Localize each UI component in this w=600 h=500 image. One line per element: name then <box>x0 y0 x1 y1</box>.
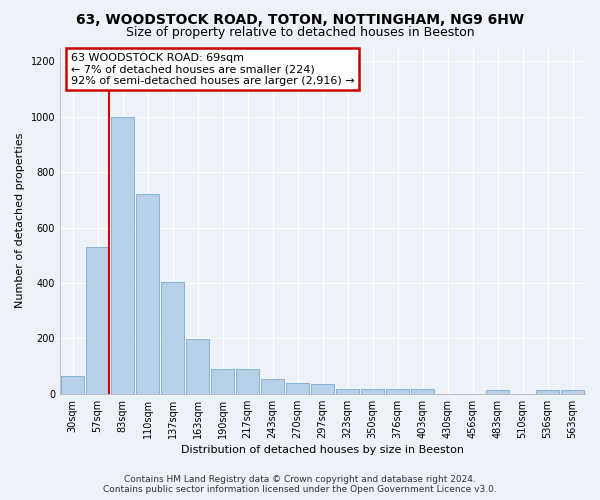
Bar <box>286 384 309 394</box>
Bar <box>111 117 134 394</box>
Bar <box>61 376 84 394</box>
Bar <box>336 389 359 394</box>
Bar <box>561 390 584 394</box>
Bar <box>86 247 109 394</box>
Bar <box>161 282 184 394</box>
Text: Size of property relative to detached houses in Beeston: Size of property relative to detached ho… <box>125 26 475 39</box>
Bar <box>186 339 209 394</box>
Text: 63, WOODSTOCK ROAD, TOTON, NOTTINGHAM, NG9 6HW: 63, WOODSTOCK ROAD, TOTON, NOTTINGHAM, N… <box>76 12 524 26</box>
Bar <box>386 389 409 394</box>
Bar <box>136 194 159 394</box>
Bar <box>261 378 284 394</box>
Bar <box>236 370 259 394</box>
Text: Contains HM Land Registry data © Crown copyright and database right 2024.
Contai: Contains HM Land Registry data © Crown c… <box>103 474 497 494</box>
Bar <box>486 390 509 394</box>
Bar <box>361 389 384 394</box>
Bar <box>411 389 434 394</box>
Bar <box>536 390 559 394</box>
Text: 63 WOODSTOCK ROAD: 69sqm
← 7% of detached houses are smaller (224)
92% of semi-d: 63 WOODSTOCK ROAD: 69sqm ← 7% of detache… <box>71 52 354 86</box>
Y-axis label: Number of detached properties: Number of detached properties <box>15 133 25 308</box>
X-axis label: Distribution of detached houses by size in Beeston: Distribution of detached houses by size … <box>181 445 464 455</box>
Bar <box>211 369 234 394</box>
Bar <box>311 384 334 394</box>
